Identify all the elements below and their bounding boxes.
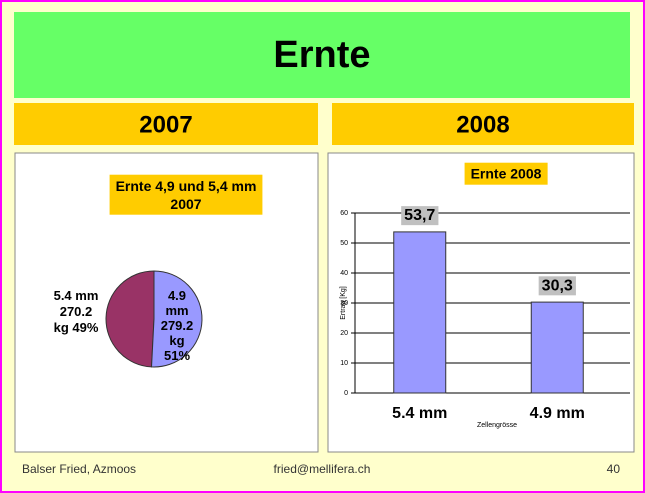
y-tick-label: 0 xyxy=(344,390,348,397)
chart-title: Ernte 4,9 und 5,4 mm 2007 xyxy=(116,178,257,212)
y-tick-label: 30 xyxy=(340,300,348,307)
footer-author: Balser Fried, Azmoos xyxy=(22,462,136,476)
slice-label: 5.4 mm 270.2 kg 49% xyxy=(54,288,99,335)
chart-title-box xyxy=(464,162,548,185)
y-tick-label: 60 xyxy=(340,210,348,217)
slice-label: 4.9 mm 279.2 kg 51% xyxy=(161,288,194,363)
value-label: 53,7 xyxy=(404,207,435,224)
x-tick-label: 4.9 mm xyxy=(530,405,585,422)
footer-email: fried@mellifera.ch xyxy=(274,462,371,476)
x-tick-label: 5.4 mm xyxy=(392,405,447,422)
chart-title: Ernte 2008 xyxy=(471,166,542,182)
y-tick-label: 40 xyxy=(340,270,348,277)
header: 2007 xyxy=(139,111,192,138)
pie-slice xyxy=(105,270,155,368)
y-tick-label: 50 xyxy=(340,240,348,247)
y-axis-label: Ertrag [Kg] xyxy=(340,286,347,320)
value-label: 30,3 xyxy=(542,277,573,294)
pie-slice xyxy=(151,270,203,368)
footer-page: 40 xyxy=(607,462,621,476)
y-tick-label: 10 xyxy=(340,360,348,367)
header-box xyxy=(332,103,634,145)
header: 2008 xyxy=(456,111,509,138)
bar xyxy=(393,231,447,394)
slide-title: Ernte xyxy=(273,34,370,76)
title-box xyxy=(14,12,630,98)
bar xyxy=(530,301,584,394)
x-axis-label: Zellengrösse xyxy=(477,422,517,429)
y-tick-label: 20 xyxy=(340,330,348,337)
chart-title-box xyxy=(109,174,263,215)
header-box xyxy=(14,103,318,145)
value-label-box xyxy=(538,276,576,296)
value-label-box xyxy=(401,206,439,226)
